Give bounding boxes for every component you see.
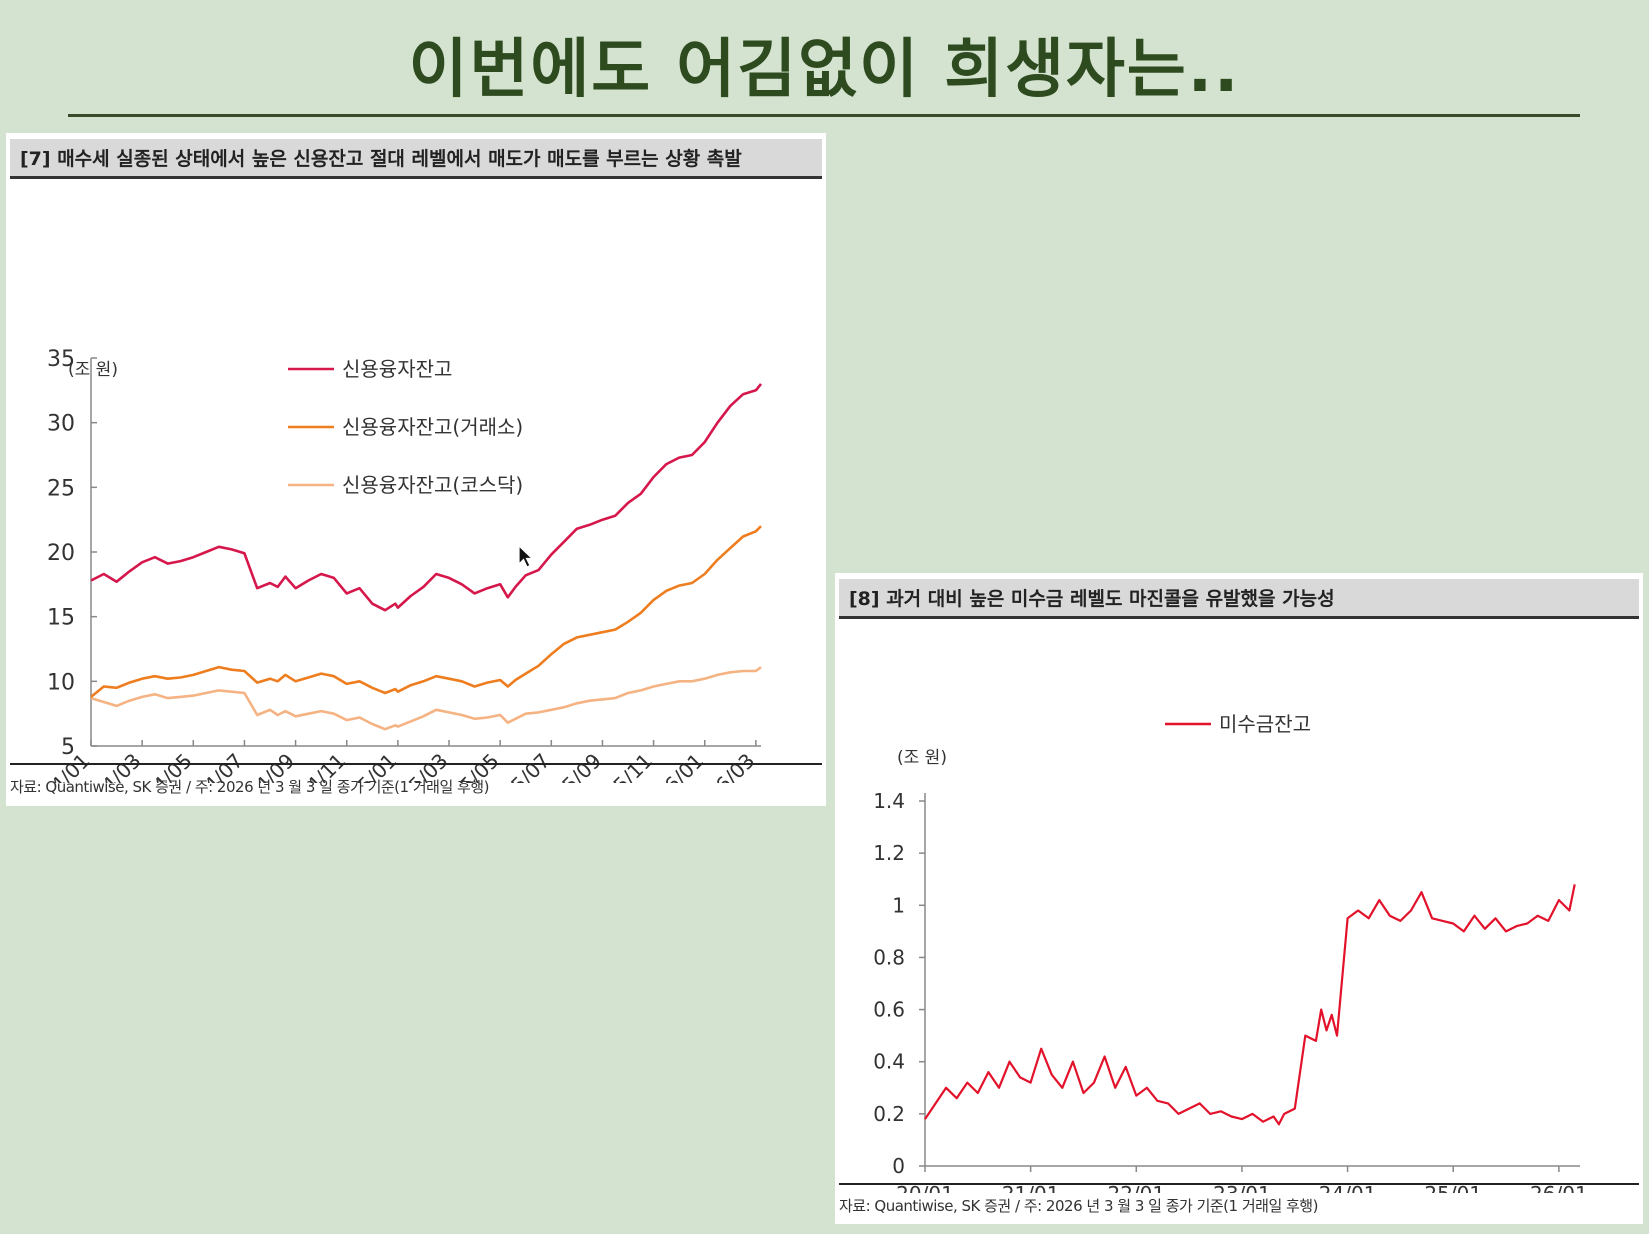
y-unit-label: (조 원) bbox=[897, 748, 947, 768]
legend-label: 신용융자잔고(코스닥) bbox=[342, 473, 523, 497]
x-tick-label: 22/01 bbox=[1107, 1182, 1165, 1193]
unpaid-balance-chart: (조 원) 0 0.2 0.4 0.6 0.8 1 1.2 1.4 20/01 21/01 22/01… bbox=[873, 712, 1588, 1193]
x-tick-label: 24/01 bbox=[1319, 1182, 1377, 1193]
x-tick-label: 25/11 bbox=[599, 749, 657, 783]
y-tick-label: 1.4 bbox=[873, 789, 905, 813]
slide-title: 이번에도 어김없이 희생자는.. bbox=[408, 33, 1241, 107]
y-tick-label: 15 bbox=[47, 606, 75, 631]
y-tick-label: 1 bbox=[892, 893, 905, 917]
y-tick-label: 5 bbox=[61, 735, 75, 760]
y-tick-label: 35 bbox=[47, 347, 75, 372]
legend-label: 신용융자잔고 bbox=[342, 357, 452, 381]
chart-header: [7] 매수세 실종된 상태에서 높은 신용잔고 절대 레벨에서 매도가 매도를… bbox=[10, 139, 822, 179]
title-divider bbox=[68, 114, 1580, 117]
y-unit-label: (조 원) bbox=[68, 360, 118, 380]
chart-panel-unpaid-balance: [8] 과거 대비 높은 미수금 레벨도 마진콜을 유발했을 가능성 (조 원)… bbox=[835, 573, 1643, 1224]
y-tick-label: 0.2 bbox=[873, 1102, 905, 1126]
y-tick-label: 0.8 bbox=[873, 945, 905, 969]
chart-source-note: 자료: Quantiwise, SK 증권 / 주: 2026 년 3 월 3 … bbox=[10, 778, 489, 796]
y-tick-label: 20 bbox=[47, 541, 75, 566]
chart-header: [8] 과거 대비 높은 미수금 레벨도 마진콜을 유발했을 가능성 bbox=[839, 579, 1639, 619]
x-tick-label: 23/01 bbox=[1213, 1182, 1271, 1193]
x-tick-label: 21/01 bbox=[1002, 1182, 1060, 1193]
chart-panel-credit-balance: [7] 매수세 실종된 상태에서 높은 신용잔고 절대 레벨에서 매도가 매도를… bbox=[6, 133, 826, 806]
y-tick-label: 0.4 bbox=[873, 1050, 905, 1074]
legend-label: 미수금잔고 bbox=[1219, 712, 1311, 736]
x-tick-label: 20/01 bbox=[896, 1182, 954, 1193]
x-tick-label: 26/01 bbox=[1530, 1182, 1588, 1193]
y-tick-label: 30 bbox=[47, 412, 75, 437]
y-tick-label: 1.2 bbox=[873, 841, 905, 865]
series-line bbox=[90, 383, 763, 612]
legend-label: 신용융자잔고(거래소) bbox=[342, 415, 523, 439]
footer-divider bbox=[839, 1183, 1639, 1185]
x-tick-label: 25/09 bbox=[548, 749, 606, 783]
x-tick-label: 26/01 bbox=[651, 749, 709, 783]
series-line bbox=[924, 884, 1576, 1126]
x-tick-label: 25/07 bbox=[497, 749, 555, 783]
y-tick-label: 0.6 bbox=[873, 998, 905, 1022]
x-tick-label: 25/01 bbox=[1424, 1182, 1482, 1193]
x-tick-label: 26/03 bbox=[702, 749, 760, 783]
footer-divider bbox=[10, 763, 822, 765]
mouse-cursor-icon bbox=[518, 545, 534, 568]
series-line bbox=[90, 666, 762, 731]
series-line bbox=[90, 525, 762, 698]
y-tick-label: 0 bbox=[892, 1154, 905, 1178]
chart-source-note: 자료: Quantiwise, SK 증권 / 주: 2026 년 3 월 3 … bbox=[839, 1197, 1318, 1215]
y-tick-label: 10 bbox=[47, 670, 75, 695]
credit-balance-chart: (조 원)510152025303524/0124/0324/0524/0724… bbox=[37, 347, 763, 783]
y-tick-label: 25 bbox=[47, 476, 75, 501]
